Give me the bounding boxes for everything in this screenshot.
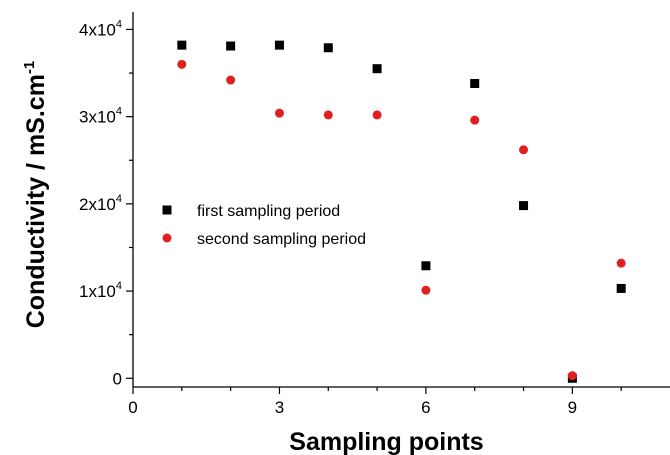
x-tick-label: 3	[275, 398, 284, 417]
x-tick-label: 6	[421, 398, 430, 417]
ticks: 0 3 6 9 0 1x104 2x104 3x104 4x104	[79, 18, 622, 417]
data-point-circle	[567, 371, 577, 381]
x-tick-label: 0	[128, 398, 137, 417]
legend-marker-circle	[162, 233, 172, 243]
data-point-circle	[616, 258, 626, 268]
y-tick-label: 4x104	[79, 18, 122, 39]
data-point-square	[323, 43, 333, 53]
y-tick-label: 1x104	[79, 280, 122, 301]
y-axis-title: Conductivity / mS.cm-1	[21, 61, 50, 329]
data-point-circle	[226, 75, 236, 85]
y-tick-label: 0	[113, 369, 122, 388]
axis-titles: Sampling points Conductivity / mS.cm-1	[21, 61, 484, 455]
data-point-square	[421, 261, 431, 271]
data-point-square	[616, 283, 626, 293]
data-point-circle	[470, 115, 480, 125]
series-2	[177, 59, 626, 381]
data-point-square	[177, 40, 187, 50]
data-point-circle	[421, 285, 431, 295]
data-point-square	[226, 41, 236, 51]
data-point-circle	[323, 110, 333, 120]
y-tick-label: 2x104	[79, 193, 122, 214]
legend-marker-square	[162, 205, 172, 215]
data-point-circle	[372, 110, 382, 120]
data-point-circle	[177, 59, 187, 69]
legend-label: second sampling period	[197, 231, 366, 248]
x-tick-label: 9	[568, 398, 577, 417]
x-axis-title: Sampling points	[289, 428, 483, 455]
data-marks	[177, 40, 626, 383]
legend-label: first sampling period	[197, 203, 340, 220]
data-point-square	[519, 201, 529, 211]
y-tick-label: 3x104	[79, 106, 122, 127]
data-point-square	[372, 64, 382, 74]
data-point-square	[274, 40, 284, 50]
data-point-circle	[519, 145, 529, 155]
data-point-circle	[274, 108, 284, 118]
axes	[132, 12, 670, 388]
legend: first sampling period second sampling per…	[162, 203, 366, 248]
data-point-square	[470, 79, 480, 89]
